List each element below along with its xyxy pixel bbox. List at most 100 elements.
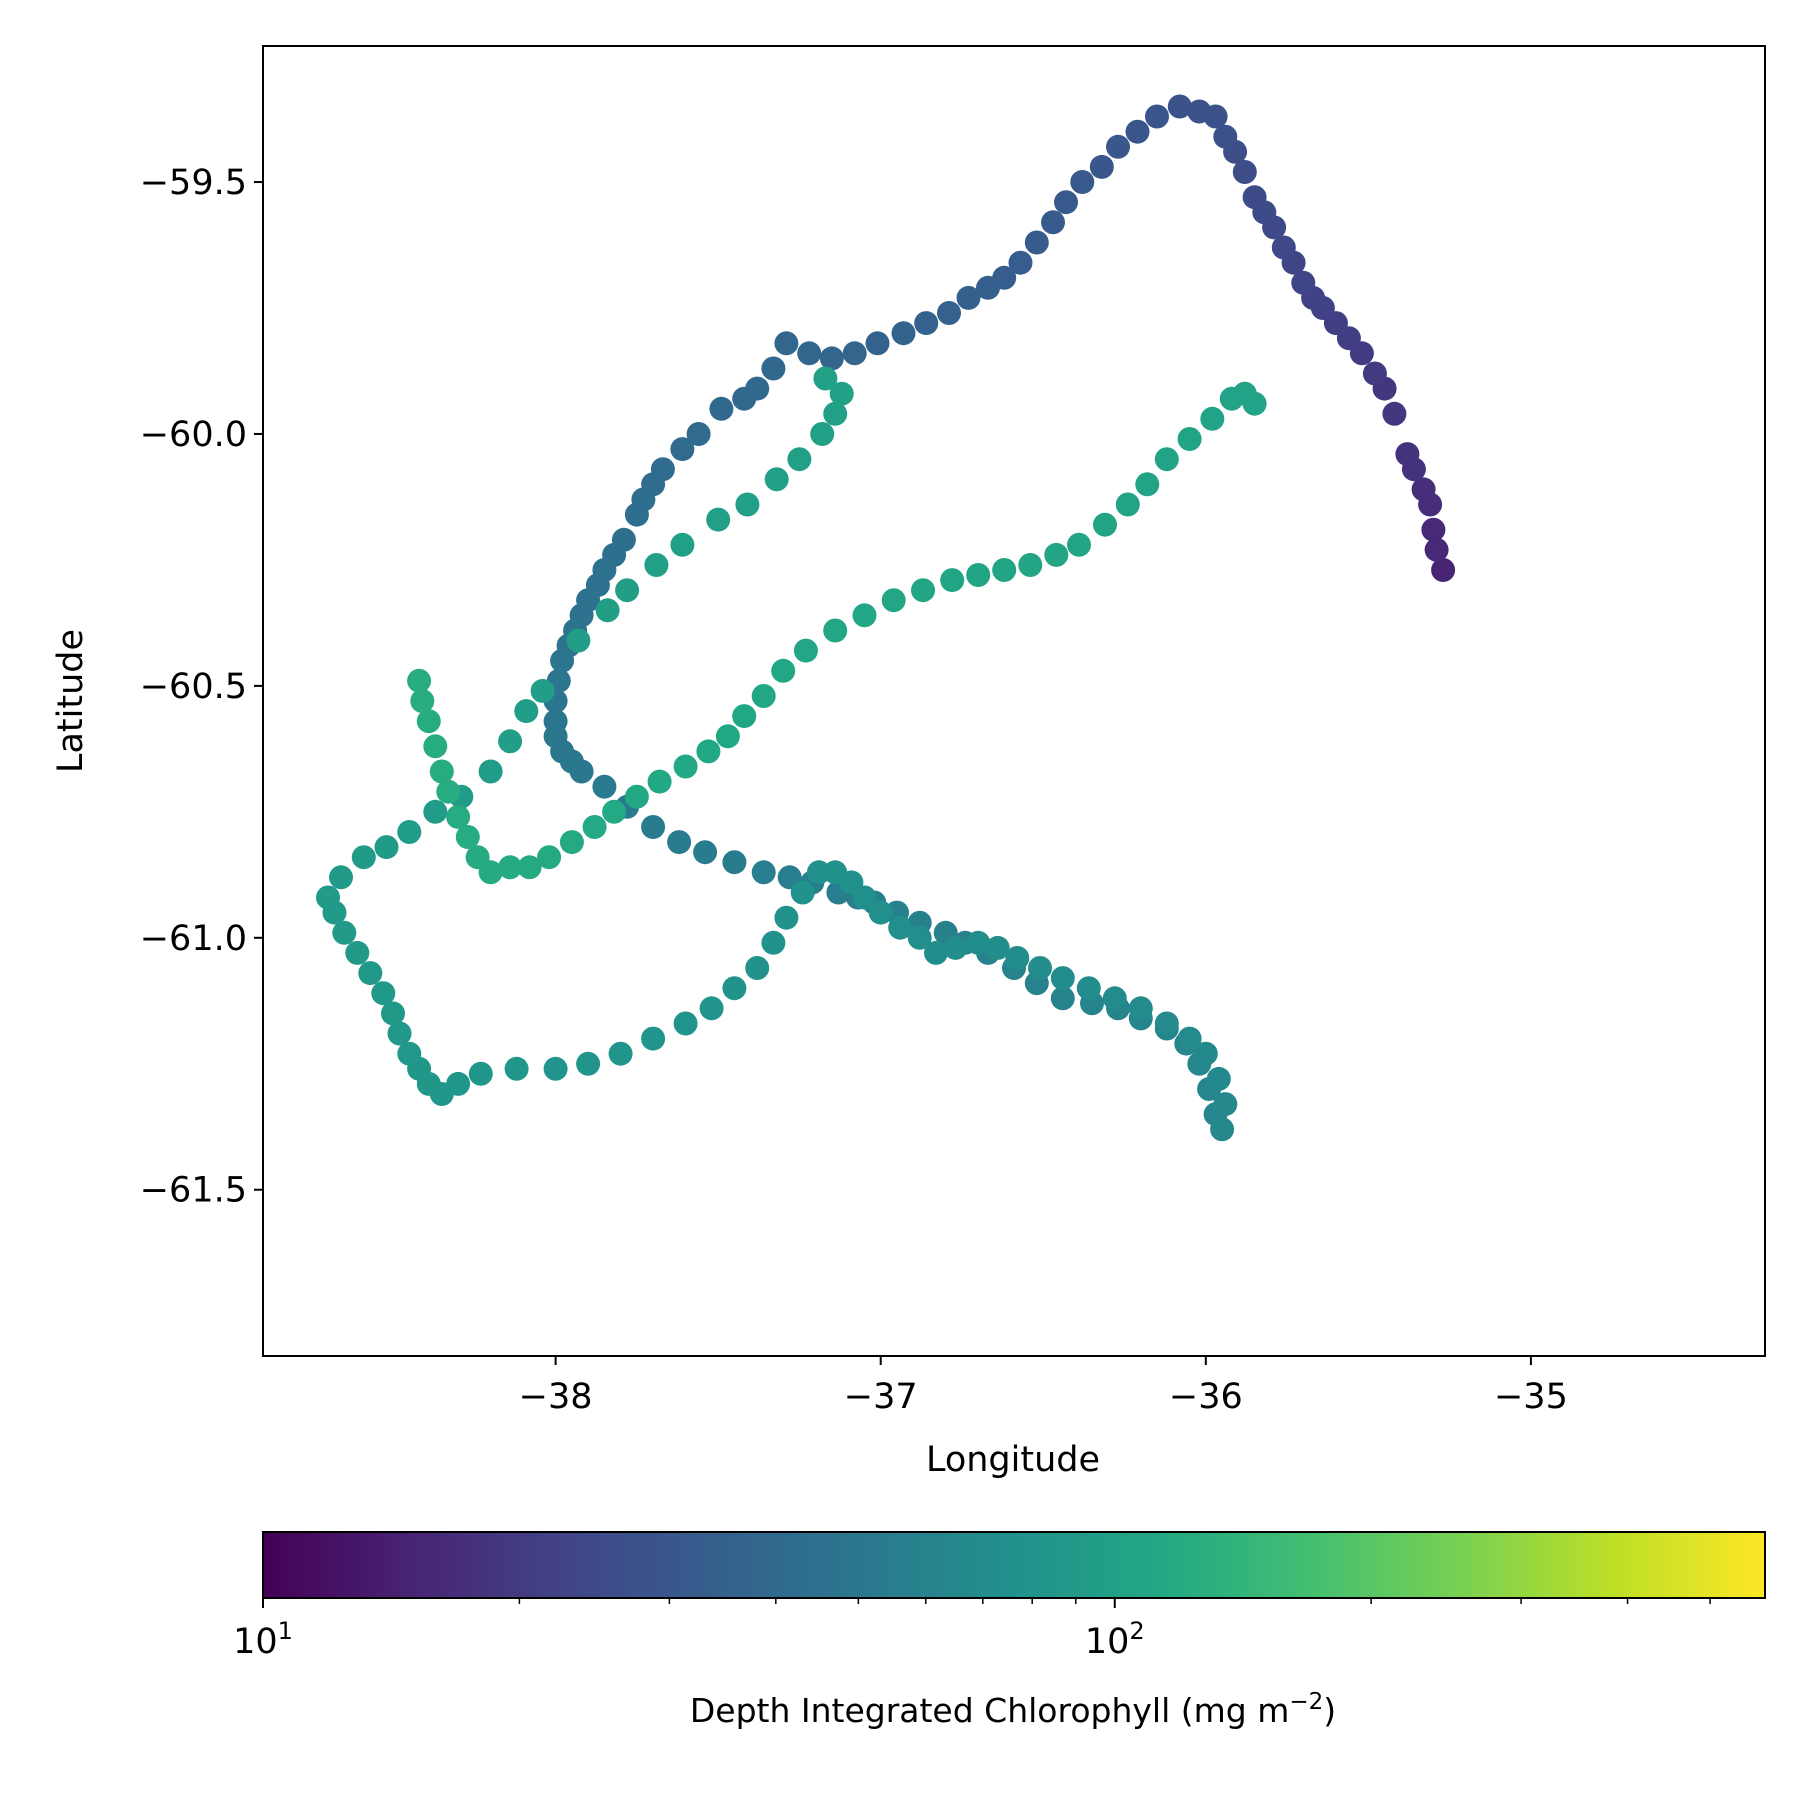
data-point xyxy=(498,855,523,880)
data-point xyxy=(641,815,666,839)
data-point xyxy=(1054,190,1078,215)
y-tick-label: −60.0 xyxy=(140,415,247,455)
y-tick-label: −59.5 xyxy=(140,163,247,203)
data-point xyxy=(530,678,555,703)
data-point xyxy=(644,553,669,577)
data-point xyxy=(316,885,340,910)
data-point xyxy=(1154,1011,1179,1036)
data-point xyxy=(722,976,747,1001)
data-point xyxy=(1106,134,1130,159)
data-point xyxy=(764,467,789,492)
data-point xyxy=(686,422,711,446)
data-point xyxy=(1232,160,1257,184)
data-point xyxy=(358,961,383,986)
data-point xyxy=(699,996,724,1021)
data-point xyxy=(624,784,649,809)
data-point xyxy=(813,366,838,391)
data-point xyxy=(397,820,422,844)
data-point xyxy=(1041,210,1065,235)
data-point xyxy=(517,855,542,880)
data-point xyxy=(722,850,747,875)
data-point xyxy=(1177,1026,1202,1051)
data-point xyxy=(1213,1092,1238,1117)
data-point xyxy=(1271,235,1296,260)
data-point xyxy=(602,799,627,824)
data-point xyxy=(397,1041,422,1066)
data-point xyxy=(407,668,432,693)
data-point xyxy=(576,1051,601,1076)
x-axis-label: Longitude xyxy=(926,1440,1100,1480)
data-point xyxy=(416,709,441,734)
colorbar-label-end: ) xyxy=(1323,1691,1336,1730)
data-point xyxy=(1431,558,1456,582)
data-point xyxy=(332,920,357,945)
data-point xyxy=(1242,185,1267,210)
data-point xyxy=(550,648,575,673)
data-point xyxy=(446,804,471,829)
data-point xyxy=(566,628,591,653)
data-point xyxy=(1193,1041,1218,1066)
data-point xyxy=(761,930,786,955)
data-point xyxy=(992,558,1017,582)
data-point xyxy=(1206,1066,1231,1091)
data-point xyxy=(1362,361,1387,386)
data-point xyxy=(615,578,640,603)
data-point xyxy=(1219,386,1244,411)
data-point xyxy=(423,734,448,759)
data-point xyxy=(569,759,594,784)
data-point xyxy=(943,935,968,960)
data-point xyxy=(1089,154,1114,179)
data-point xyxy=(592,774,617,799)
data-point xyxy=(771,658,796,683)
data-point xyxy=(504,1056,529,1081)
plot-area-frame xyxy=(262,45,1766,1357)
scatter-points xyxy=(316,94,1456,1142)
data-point xyxy=(667,830,692,855)
data-point xyxy=(670,437,695,462)
data-point xyxy=(381,1001,405,1026)
data-point xyxy=(956,285,981,310)
data-point xyxy=(1028,956,1052,980)
data-point xyxy=(1154,447,1179,472)
data-point xyxy=(647,769,672,794)
colorbar-gradient xyxy=(262,1531,1766,1599)
data-point xyxy=(745,956,770,980)
data-point xyxy=(595,598,620,623)
data-point xyxy=(774,905,799,930)
data-point xyxy=(732,704,757,729)
data-point xyxy=(985,935,1010,960)
colorbar-label: Depth Integrated Chlorophyll (mg m−2) xyxy=(690,1689,1336,1730)
data-point xyxy=(842,341,867,366)
data-point xyxy=(937,301,961,325)
x-tick-label: −36 xyxy=(1169,1377,1243,1417)
data-point xyxy=(888,915,913,940)
data-point xyxy=(1213,124,1238,149)
data-point xyxy=(374,835,399,860)
data-point xyxy=(1424,537,1449,562)
data-point xyxy=(514,699,539,724)
data-point xyxy=(345,940,370,965)
data-point xyxy=(735,492,760,517)
data-point xyxy=(1167,94,1192,119)
data-point xyxy=(797,341,822,366)
data-point xyxy=(793,638,818,663)
data-point xyxy=(1008,250,1033,275)
colorbar-ticks: 101 102 xyxy=(233,1598,1711,1662)
data-point xyxy=(966,563,991,587)
data-point xyxy=(810,422,835,446)
data-point xyxy=(351,845,376,870)
colorbar-label-main: Depth Integrated Chlorophyll (mg m xyxy=(690,1691,1289,1730)
data-point xyxy=(806,860,831,885)
data-point xyxy=(1210,1117,1235,1142)
data-point xyxy=(1200,406,1225,431)
data-point xyxy=(387,1021,412,1046)
data-point xyxy=(371,981,396,1006)
data-point xyxy=(1411,477,1436,502)
data-point xyxy=(641,1026,666,1051)
data-point xyxy=(819,346,844,371)
x-tick-label: −35 xyxy=(1494,1377,1568,1417)
data-point xyxy=(1145,104,1169,129)
data-point xyxy=(537,845,562,870)
data-point xyxy=(1382,401,1407,426)
